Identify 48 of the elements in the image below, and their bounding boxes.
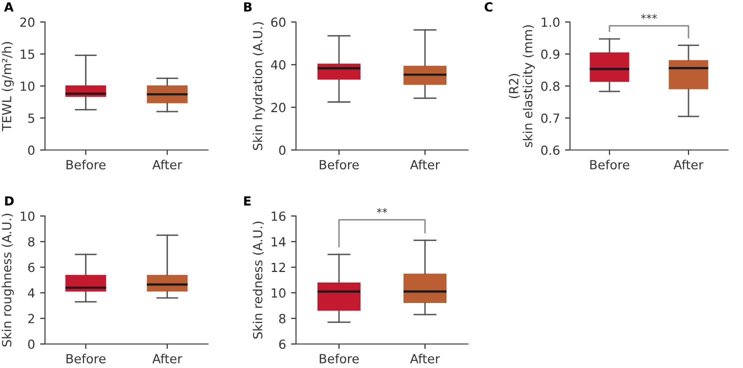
y-tick-label: 6 [279, 339, 286, 349]
y-tick-label: 20 [20, 17, 34, 27]
x-tick-label: After [152, 354, 182, 364]
chart-title: E [244, 196, 251, 206]
y-tick-label: 8 [279, 314, 286, 324]
chart-title: D [5, 196, 14, 206]
y-axis-title: TEWL (g/m²/h) [2, 42, 14, 132]
y-axis-title: Skin hydration (A.U.) [252, 22, 265, 150]
y-tick-label: 0.9 [541, 49, 560, 59]
y-axis-title: (R2) skin elasticity (mm) [508, 25, 535, 148]
x-tick-label: Before [320, 354, 359, 364]
x-tick-label: Before [590, 160, 630, 170]
y-tick-label: 10 [20, 211, 34, 221]
y-tick-label: 0 [28, 145, 34, 155]
y-tick-label: 4 [28, 288, 35, 298]
x-tick-label: Before [66, 354, 106, 364]
y-tick-label: 0 [279, 145, 286, 155]
y-tick-label: 1.0 [542, 17, 560, 27]
y-tick-label: 0.6 [541, 145, 560, 155]
y-tick-label: 6 [28, 262, 34, 272]
chart-title: A [4, 2, 14, 12]
y-tick-label: 40 [270, 60, 286, 70]
y-tick-label: 8 [28, 237, 34, 247]
chart-title: C [484, 2, 492, 12]
text: *** [641, 14, 657, 20]
x-tick-label: After [410, 354, 440, 364]
x-tick-label: After [152, 160, 182, 170]
x-tick-label: After [410, 160, 440, 170]
chart-title: B [244, 2, 252, 12]
y-axis-title: Skin roughness (A.U.) [2, 214, 14, 346]
x-tick-label: Before [66, 160, 106, 170]
y-tick-label: 60 [271, 17, 286, 27]
y-tick-label: 2 [28, 314, 34, 324]
y-tick-label: 0 [28, 339, 34, 349]
y-axis-title: Skin redness (A.U.) [252, 222, 264, 339]
x-tick-label: After [674, 160, 704, 170]
y-tick-label: 14 [272, 237, 286, 246]
y-tick-label: 20 [271, 102, 286, 112]
y-tick-label: 0.8 [541, 81, 560, 91]
y-tick-label: 12 [272, 262, 286, 272]
y-tick-label: 16 [272, 211, 286, 221]
y-tick-label: 5 [28, 114, 34, 123]
y-tick-label: 10 [272, 288, 286, 298]
x-tick-label: Before [320, 160, 359, 170]
text: ** [376, 208, 388, 214]
y-tick-label: 15 [20, 50, 34, 59]
y-tick-label: 0.7 [541, 113, 560, 123]
y-tick-label: 10 [20, 81, 34, 91]
